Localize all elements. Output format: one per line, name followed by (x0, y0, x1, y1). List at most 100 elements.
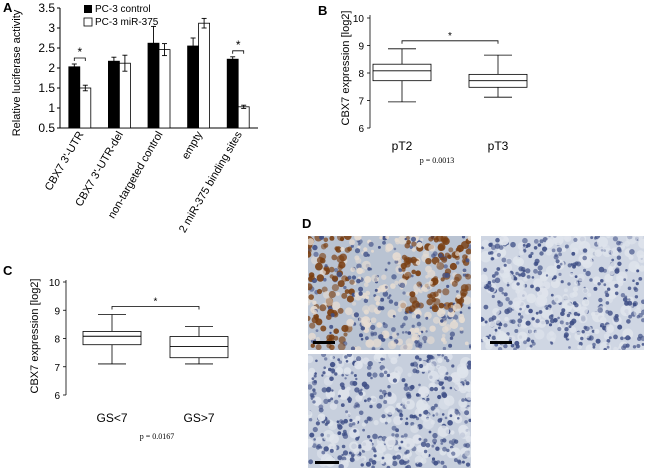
cell-nucleus (641, 299, 644, 305)
cell-nucleus (381, 274, 387, 280)
cell-nucleus (491, 335, 497, 340)
cell-nucleus (498, 245, 504, 250)
cell-nucleus (343, 332, 348, 337)
cell-nucleus (381, 414, 386, 419)
cell-nucleus (311, 380, 318, 386)
cell-nucleus (371, 460, 377, 465)
cell-nucleus (329, 361, 336, 368)
cell-nucleus (369, 404, 373, 409)
cell-nucleus (488, 334, 492, 337)
cell-nucleus (380, 459, 385, 464)
cell-nucleus (422, 250, 430, 258)
cell-nucleus (394, 260, 399, 264)
cell-nucleus (528, 328, 535, 334)
cell-nucleus (369, 395, 377, 404)
cell-nucleus (363, 298, 369, 303)
cell-nucleus (464, 379, 467, 382)
cell-nucleus (607, 287, 611, 291)
cell-nucleus (308, 315, 311, 321)
cell-nucleus (350, 346, 356, 350)
cell-nucleus (420, 441, 427, 447)
cell-nucleus (509, 319, 514, 324)
cell-nucleus (569, 326, 577, 334)
cell-nucleus (385, 421, 388, 425)
cell-nucleus (387, 296, 391, 300)
cell-nucleus (418, 386, 430, 398)
cell-nucleus (483, 304, 489, 310)
cell-nucleus (597, 307, 603, 313)
cell-nucleus (494, 271, 499, 276)
cell-nucleus (335, 291, 340, 296)
cell-nucleus (560, 280, 564, 284)
cell-nucleus (582, 248, 588, 253)
cell-nucleus (454, 382, 464, 392)
cell-nucleus (346, 386, 351, 391)
cell-nucleus (410, 256, 417, 264)
cell-nucleus (451, 364, 455, 368)
cell-nucleus (442, 237, 450, 245)
cell-nucleus (410, 274, 414, 278)
scale-bar-d3 (315, 461, 339, 464)
cell-nucleus (388, 354, 399, 361)
cell-nucleus (627, 300, 633, 306)
cell-nucleus (462, 254, 468, 260)
cell-nucleus (447, 408, 456, 417)
cell-nucleus (458, 398, 468, 408)
cell-nucleus (337, 342, 346, 350)
cell-nucleus (360, 326, 365, 331)
panel-label-c: C (3, 263, 13, 278)
cell-nucleus (433, 408, 440, 416)
cell-nucleus (337, 236, 345, 241)
cell-nucleus (598, 297, 603, 303)
cell-nucleus (453, 458, 458, 463)
cell-nucleus (323, 265, 330, 272)
cell-nucleus (537, 265, 543, 271)
cell-nucleus (573, 311, 578, 316)
cell-nucleus (415, 347, 420, 350)
cell-nucleus (309, 274, 315, 281)
cell-nucleus (455, 251, 460, 257)
cell-nucleus (321, 286, 328, 293)
cell-nucleus (510, 241, 516, 248)
cell-nucleus (349, 380, 355, 386)
cell-nucleus (518, 249, 525, 256)
cell-nucleus (638, 265, 644, 272)
cell-nucleus (518, 312, 521, 316)
cell-nucleus (513, 276, 518, 281)
cell-nucleus (400, 344, 408, 350)
y-tick-label: 10 (49, 278, 61, 289)
cell-nucleus (315, 262, 323, 271)
x-tick-label-a: CBX7 3'-UTR (43, 129, 87, 192)
cell-nucleus (329, 434, 339, 444)
cell-nucleus (448, 343, 453, 348)
cell-nucleus (611, 258, 615, 262)
cell-nucleus (603, 283, 607, 287)
cell-nucleus (413, 310, 418, 315)
y-tick-label: 8 (54, 335, 60, 346)
cell-nucleus (535, 318, 540, 324)
micrograph-positive (308, 236, 471, 350)
cell-nucleus (376, 403, 383, 409)
cell-nucleus (449, 386, 453, 390)
cell-nucleus (350, 244, 354, 248)
cell-nucleus (398, 446, 402, 450)
cell-nucleus (350, 371, 354, 375)
cell-nucleus (497, 301, 504, 308)
cell-nucleus (498, 326, 501, 330)
cell-nucleus (328, 290, 336, 299)
cell-nucleus (449, 331, 455, 337)
cell-nucleus (442, 326, 449, 333)
cell-nucleus (499, 236, 509, 246)
cell-nucleus (329, 344, 335, 350)
cell-nucleus (364, 399, 367, 403)
cell-nucleus (380, 357, 384, 361)
cell-nucleus (442, 446, 447, 452)
cell-nucleus (612, 236, 619, 242)
cell-nucleus (429, 386, 434, 392)
cell-nucleus (526, 275, 531, 279)
cell-nucleus (606, 236, 611, 239)
cell-nucleus (530, 284, 534, 289)
cell-nucleus (595, 338, 601, 344)
cell-nucleus (339, 419, 344, 424)
cell-nucleus (308, 384, 313, 390)
